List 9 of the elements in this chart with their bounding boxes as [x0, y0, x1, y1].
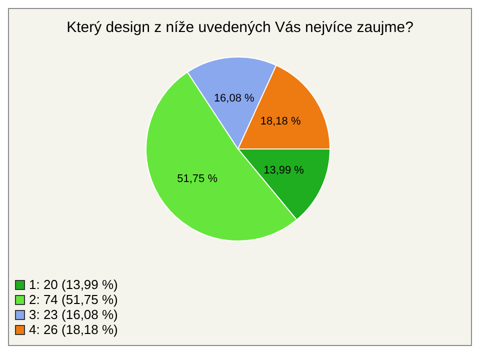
- chart-title: Který design z níže uvedených Vás nejvíce zaujme?: [66, 19, 414, 36]
- data-label: 18,18 %: [260, 116, 301, 128]
- legend-label: 1: 20 (13,99 %): [29, 277, 118, 292]
- legend-label: 4: 26 (18,18 %): [29, 322, 118, 337]
- legend-label: 3: 23 (16,08 %): [29, 307, 118, 322]
- data-label: 13,99 %: [264, 164, 304, 177]
- data-label: 51,75 %: [177, 173, 218, 186]
- legend-label: 2: 74 (51,75 %): [29, 292, 118, 307]
- data-label: 16,08 %: [214, 92, 255, 105]
